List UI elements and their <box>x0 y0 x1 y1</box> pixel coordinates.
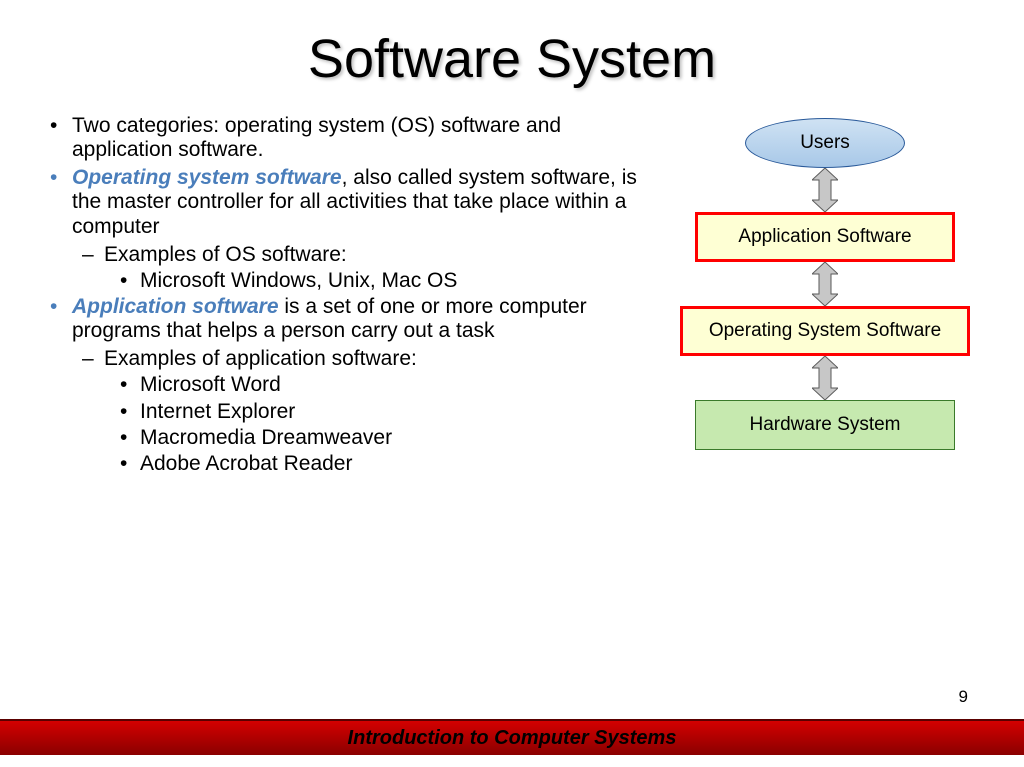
term-os: Operating system software <box>72 166 342 189</box>
slide: Software System Two categories: operatin… <box>0 0 1024 767</box>
diagram-node-users: Users <box>745 118 905 168</box>
footer-stripe <box>0 755 1024 767</box>
bullet-text: Adobe Acrobat Reader <box>140 452 352 475</box>
bullet-text: Microsoft Word <box>140 373 281 396</box>
footer-text: Introduction to Computer Systems <box>348 727 677 750</box>
bullet-text: Examples of OS software: <box>104 243 347 266</box>
bullet-l2: Examples of application software: <box>48 347 656 371</box>
bullet-l3: Macromedia Dreamweaver <box>48 426 656 450</box>
bullet-l3: Microsoft Word <box>48 373 656 397</box>
bullet-text-column: Two categories: operating system (OS) so… <box>48 114 656 478</box>
double-arrow-icon <box>812 168 838 212</box>
slide-title: Software System <box>48 28 976 90</box>
page-number: 9 <box>959 687 968 707</box>
bullet-text: Internet Explorer <box>140 400 295 423</box>
footer-bar: Introduction to Computer Systems <box>0 719 1024 755</box>
bullet-l2: Examples of OS software: <box>48 243 656 267</box>
term-app: Application software <box>72 295 279 318</box>
content-row: Two categories: operating system (OS) so… <box>48 114 976 478</box>
bullet-l3: Internet Explorer <box>48 400 656 424</box>
double-arrow-icon <box>812 262 838 306</box>
diagram-node-app: Application Software <box>695 212 955 262</box>
node-label: Application Software <box>738 226 911 248</box>
node-label: Operating System Software <box>709 320 941 342</box>
bullet-l1: Two categories: operating system (OS) so… <box>48 114 656 162</box>
node-label: Users <box>800 132 850 154</box>
bullet-text: Microsoft Windows, Unix, Mac OS <box>140 269 457 292</box>
bullet-list: Two categories: operating system (OS) so… <box>48 114 656 476</box>
node-label: Hardware System <box>750 414 901 436</box>
bullet-l1: Operating system software, also called s… <box>48 166 656 238</box>
bullet-text: Macromedia Dreamweaver <box>140 426 392 449</box>
double-arrow-icon <box>812 356 838 400</box>
bullet-text: Two categories: operating system (OS) so… <box>72 114 561 161</box>
layer-diagram: Users Application Software Operating Sys… <box>674 114 976 478</box>
bullet-text: Examples of application software: <box>104 347 417 370</box>
diagram-node-os: Operating System Software <box>680 306 970 356</box>
diagram-node-hw: Hardware System <box>695 400 955 450</box>
bullet-l3: Microsoft Windows, Unix, Mac OS <box>48 269 656 293</box>
bullet-l1: Application software is a set of one or … <box>48 295 656 343</box>
bullet-l3: Adobe Acrobat Reader <box>48 452 656 476</box>
